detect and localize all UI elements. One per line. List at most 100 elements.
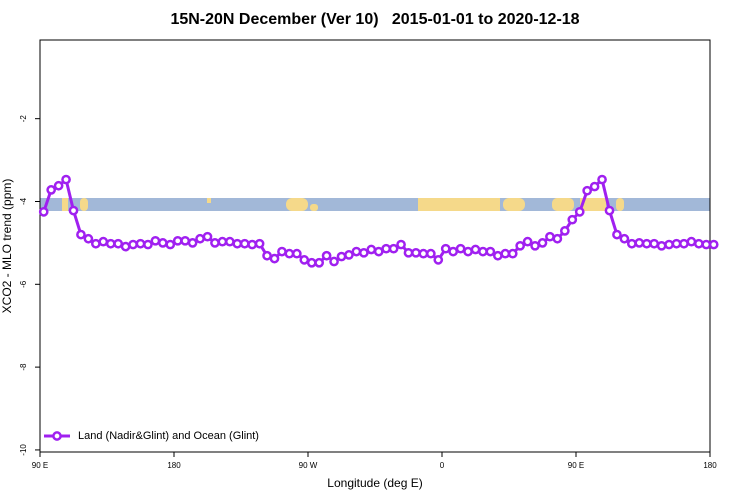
data-point xyxy=(344,250,354,260)
data-point xyxy=(574,206,585,217)
data-point xyxy=(90,238,101,249)
data-point xyxy=(597,174,607,185)
data-point xyxy=(425,248,436,259)
data-point xyxy=(530,240,540,251)
data-point xyxy=(634,238,645,248)
map-strip xyxy=(40,198,710,211)
data-point xyxy=(217,236,228,247)
data-point xyxy=(120,241,131,252)
data-point xyxy=(336,251,347,262)
data-point xyxy=(522,236,533,247)
data-point xyxy=(649,238,660,249)
chart-title: 15N-20N December (Ver 10) 2015-01-01 to … xyxy=(170,11,579,28)
data-point xyxy=(239,238,250,249)
data-point xyxy=(381,243,392,254)
data-point xyxy=(277,246,287,257)
data-point xyxy=(492,250,503,261)
data-point xyxy=(98,236,109,247)
data-point xyxy=(478,246,488,257)
data-point xyxy=(299,255,310,265)
data-point xyxy=(612,229,622,240)
data-point xyxy=(701,239,712,250)
data-point xyxy=(485,246,496,257)
x-tick-label: 180 xyxy=(703,461,717,470)
data-point xyxy=(38,206,49,217)
data-point xyxy=(552,233,563,244)
data-point xyxy=(306,257,317,268)
data-point xyxy=(180,235,191,246)
data-point xyxy=(165,239,176,250)
data-point xyxy=(440,243,451,254)
data-point xyxy=(76,229,86,240)
data-point xyxy=(388,243,399,254)
data-point xyxy=(210,238,220,248)
data-point xyxy=(619,233,630,244)
data-point xyxy=(537,238,548,248)
data-point xyxy=(291,248,302,259)
data-point xyxy=(262,250,272,261)
data-point xyxy=(135,238,146,249)
data-point xyxy=(693,238,704,249)
x-tick-label: 90 E xyxy=(32,461,48,470)
data-point xyxy=(559,226,570,236)
data-point xyxy=(321,250,332,261)
data-point xyxy=(61,174,71,185)
data-point xyxy=(254,238,265,249)
data-point xyxy=(314,257,325,268)
x-tick-label: 90 W xyxy=(299,461,318,470)
y-tick-label: -2 xyxy=(19,115,28,123)
data-point xyxy=(157,238,168,248)
data-point xyxy=(68,205,79,216)
data-point xyxy=(195,233,205,244)
data-point xyxy=(105,238,116,249)
data-point xyxy=(329,256,339,267)
y-tick-label: -8 xyxy=(19,363,28,371)
x-tick-label: 0 xyxy=(440,461,445,470)
data-point xyxy=(455,243,466,254)
x-axis-title: Longitude (deg E) xyxy=(327,476,422,490)
data-point xyxy=(150,235,161,246)
data-point xyxy=(656,240,667,251)
data-point xyxy=(366,244,377,255)
data-point xyxy=(358,247,369,258)
data-point xyxy=(679,238,689,249)
data-point xyxy=(411,247,421,258)
data-point xyxy=(545,231,555,242)
data-point xyxy=(433,255,444,265)
data-point xyxy=(53,180,64,191)
data-point xyxy=(515,240,526,251)
x-tick-label: 90 E xyxy=(568,461,584,470)
data-point xyxy=(500,248,511,259)
data-point xyxy=(507,248,518,259)
legend-marker xyxy=(52,431,62,441)
data-point xyxy=(351,246,362,257)
y-tick-label: -4 xyxy=(19,197,28,205)
data-point xyxy=(113,238,124,249)
data-point xyxy=(671,238,682,249)
data-point xyxy=(403,247,414,258)
data-point xyxy=(604,205,615,216)
y-axis-title: XCO2 - MLO trend (ppm) xyxy=(0,179,14,314)
data-point xyxy=(128,239,138,250)
data-point xyxy=(202,231,213,242)
data-point xyxy=(567,214,578,225)
data-point xyxy=(143,239,153,250)
data-point xyxy=(46,185,57,195)
y-tick-label: -10 xyxy=(19,444,28,456)
data-point xyxy=(83,233,94,244)
data-point xyxy=(470,244,481,255)
data-point xyxy=(664,239,674,250)
data-point xyxy=(418,248,429,259)
data-point xyxy=(686,236,697,247)
data-point xyxy=(224,236,235,247)
data-point xyxy=(448,246,459,257)
data-point xyxy=(582,185,593,196)
y-tick-label: -6 xyxy=(19,280,28,288)
data-point xyxy=(284,248,295,259)
data-point xyxy=(269,253,280,264)
data-point xyxy=(589,181,600,192)
data-point xyxy=(641,238,652,249)
data-point xyxy=(708,239,719,250)
data-point xyxy=(396,239,406,250)
data-point xyxy=(373,246,384,257)
